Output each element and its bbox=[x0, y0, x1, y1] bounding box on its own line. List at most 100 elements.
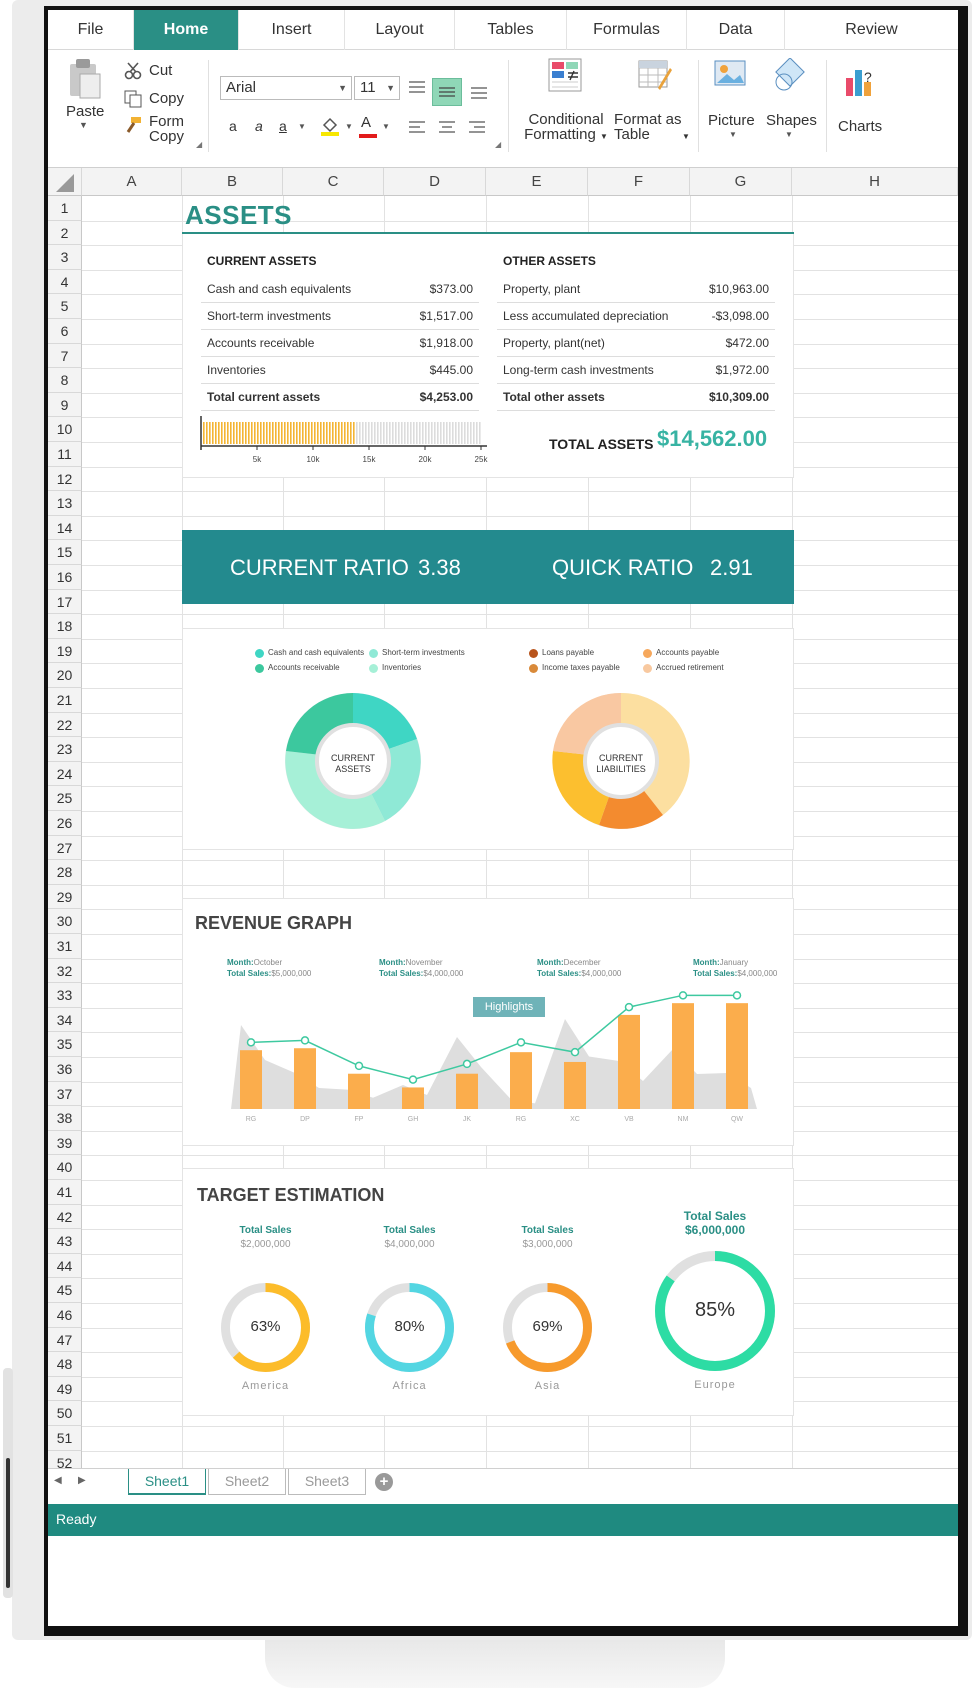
conditional-formatting-button[interactable]: Conditional Formatting ▼ bbox=[520, 112, 612, 144]
fill-dropdown-icon[interactable]: ▼ bbox=[345, 122, 353, 131]
row-header[interactable]: 35 bbox=[48, 1032, 82, 1057]
row-header[interactable]: 3 bbox=[48, 245, 82, 270]
row-header[interactable]: 21 bbox=[48, 688, 82, 713]
row-header[interactable]: 8 bbox=[48, 368, 82, 393]
align-center-icon[interactable] bbox=[438, 120, 456, 134]
row-header[interactable]: 5 bbox=[48, 294, 82, 319]
row-header[interactable]: 31 bbox=[48, 934, 82, 959]
font-name-select[interactable]: Arial ▼ bbox=[220, 76, 352, 100]
row-header[interactable]: 29 bbox=[48, 884, 82, 910]
column-header[interactable]: G bbox=[690, 168, 792, 196]
column-header[interactable]: H bbox=[792, 168, 958, 196]
align-middle-button[interactable] bbox=[432, 78, 462, 106]
row-header[interactable]: 1 bbox=[48, 196, 82, 221]
row-header[interactable]: 24 bbox=[48, 761, 82, 787]
row-header[interactable]: 43 bbox=[48, 1229, 82, 1254]
row-header[interactable]: 9 bbox=[48, 392, 82, 418]
align-top-icon[interactable] bbox=[408, 80, 426, 94]
sheet-tab-3[interactable]: Sheet3 bbox=[288, 1469, 366, 1495]
format-as-table-button[interactable]: Format as Table ▼ bbox=[614, 112, 694, 144]
row-header[interactable]: 15 bbox=[48, 540, 82, 565]
row-header[interactable]: 37 bbox=[48, 1081, 82, 1107]
row-header[interactable]: 11 bbox=[48, 442, 82, 467]
row-header[interactable]: 47 bbox=[48, 1327, 82, 1353]
row-header[interactable]: 23 bbox=[48, 737, 82, 762]
italic-button[interactable]: a bbox=[255, 118, 263, 134]
font-size-select[interactable]: 11 ▼ bbox=[354, 76, 400, 100]
cut-icon[interactable] bbox=[124, 62, 142, 80]
row-header[interactable]: 33 bbox=[48, 983, 82, 1008]
charts-button[interactable]: Charts bbox=[838, 118, 883, 135]
tab-data[interactable]: Data bbox=[687, 10, 785, 50]
prev-sheet-icon[interactable]: ◀ bbox=[54, 1475, 62, 1486]
row-header[interactable]: 16 bbox=[48, 565, 82, 590]
paste-icon[interactable] bbox=[66, 56, 102, 100]
row-header[interactable]: 17 bbox=[48, 589, 82, 615]
row-header[interactable]: 18 bbox=[48, 614, 82, 639]
row-header[interactable]: 25 bbox=[48, 786, 82, 811]
row-header[interactable]: 32 bbox=[48, 958, 82, 984]
row-header[interactable]: 4 bbox=[48, 269, 82, 295]
cut-button[interactable]: Cut bbox=[149, 62, 173, 79]
tab-layout[interactable]: Layout bbox=[345, 10, 455, 50]
row-header[interactable]: 14 bbox=[48, 515, 82, 541]
add-sheet-icon[interactable]: + bbox=[375, 1473, 393, 1491]
copy-icon[interactable] bbox=[124, 90, 142, 108]
column-header[interactable]: A bbox=[82, 168, 182, 196]
row-header[interactable]: 41 bbox=[48, 1180, 82, 1205]
row-header[interactable]: 44 bbox=[48, 1253, 82, 1279]
column-header[interactable]: C bbox=[283, 168, 384, 196]
next-sheet-icon[interactable]: ▶ bbox=[78, 1475, 86, 1486]
row-header[interactable]: 10 bbox=[48, 417, 82, 442]
row-header[interactable]: 27 bbox=[48, 835, 82, 861]
row-header[interactable]: 7 bbox=[48, 343, 82, 369]
row-header[interactable]: 51 bbox=[48, 1426, 82, 1451]
row-header[interactable]: 38 bbox=[48, 1106, 82, 1131]
row-header[interactable]: 39 bbox=[48, 1130, 82, 1156]
font-color-button[interactable]: A bbox=[361, 114, 372, 131]
shapes-button[interactable]: Shapes bbox=[766, 112, 817, 129]
row-header[interactable]: 45 bbox=[48, 1278, 82, 1303]
font-color-dropdown-icon[interactable]: ▼ bbox=[382, 122, 390, 131]
row-header[interactable]: 40 bbox=[48, 1155, 82, 1180]
clipboard-launcher-icon[interactable]: ◢ bbox=[196, 140, 203, 149]
column-header[interactable]: F bbox=[588, 168, 690, 196]
row-header[interactable]: 6 bbox=[48, 319, 82, 344]
tab-formulas[interactable]: Formulas bbox=[567, 10, 687, 50]
chevron-down-icon[interactable]: ▼ bbox=[729, 130, 737, 139]
fill-color-icon[interactable] bbox=[320, 116, 340, 136]
align-left-icon[interactable] bbox=[408, 120, 426, 134]
picture-button[interactable]: Picture bbox=[708, 112, 755, 129]
format-copy-button[interactable]: Form Copy bbox=[149, 114, 184, 144]
column-header[interactable]: B bbox=[182, 168, 283, 196]
row-header[interactable]: 36 bbox=[48, 1057, 82, 1082]
row-header[interactable]: 13 bbox=[48, 491, 82, 516]
chevron-down-icon[interactable]: ▼ bbox=[785, 130, 793, 139]
alignment-launcher-icon[interactable]: ◢ bbox=[495, 140, 502, 149]
copy-button[interactable]: Copy bbox=[149, 90, 185, 107]
align-bottom-icon[interactable] bbox=[470, 86, 488, 100]
row-header[interactable]: 42 bbox=[48, 1204, 82, 1230]
row-header[interactable]: 19 bbox=[48, 638, 82, 664]
tab-file[interactable]: File bbox=[48, 10, 134, 50]
row-header[interactable]: 22 bbox=[48, 712, 82, 738]
row-header[interactable]: 20 bbox=[48, 663, 82, 688]
row-header[interactable]: 34 bbox=[48, 1007, 82, 1033]
sheet-tab-1[interactable]: Sheet1 bbox=[128, 1469, 206, 1495]
paste-button[interactable]: Paste bbox=[66, 103, 105, 120]
tab-review[interactable]: Review bbox=[845, 21, 898, 38]
tab-insert[interactable]: Insert bbox=[239, 10, 345, 50]
row-header[interactable]: 2 bbox=[48, 220, 82, 246]
row-header[interactable]: 30 bbox=[48, 909, 82, 934]
row-header[interactable]: 28 bbox=[48, 860, 82, 885]
align-right-icon[interactable] bbox=[468, 120, 486, 134]
tab-tables[interactable]: Tables bbox=[455, 10, 567, 50]
row-header[interactable]: 26 bbox=[48, 811, 82, 836]
column-header[interactable]: E bbox=[486, 168, 588, 196]
underline-dropdown-icon[interactable]: ▼ bbox=[298, 122, 306, 131]
tab-home[interactable]: Home bbox=[134, 10, 239, 50]
row-header[interactable]: 46 bbox=[48, 1303, 82, 1328]
row-header[interactable]: 49 bbox=[48, 1376, 82, 1402]
row-header[interactable]: 50 bbox=[48, 1401, 82, 1426]
sheet-tab-2[interactable]: Sheet2 bbox=[208, 1469, 286, 1495]
